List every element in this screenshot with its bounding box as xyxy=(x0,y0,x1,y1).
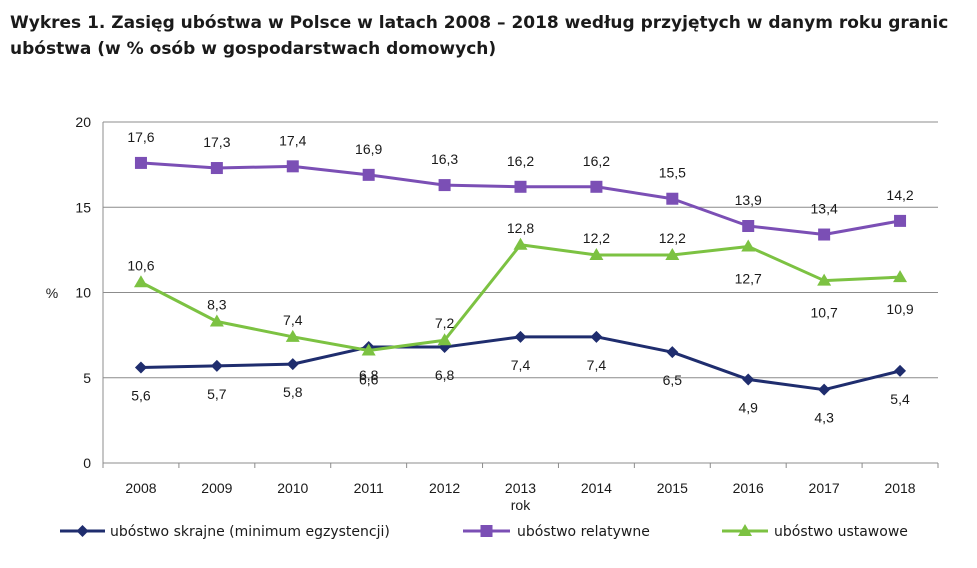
data-label: 7,4 xyxy=(283,312,303,328)
data-point xyxy=(894,214,907,227)
data-point xyxy=(210,359,223,372)
data-point xyxy=(741,239,756,252)
data-label: 17,3 xyxy=(203,134,230,150)
data-point xyxy=(893,270,908,283)
legend-label: ubóstwo ustawowe xyxy=(774,524,908,540)
data-label: 12,7 xyxy=(735,270,762,286)
data-label: 17,6 xyxy=(127,129,154,145)
y-tick-label: 15 xyxy=(75,199,91,215)
x-tick-label: 2014 xyxy=(581,480,612,496)
data-point xyxy=(817,273,832,286)
legend-marker xyxy=(738,524,752,536)
data-label: 13,4 xyxy=(811,201,838,217)
data-point xyxy=(210,162,223,175)
x-axis-title: rok xyxy=(511,497,531,513)
data-point xyxy=(589,247,604,260)
data-label: 16,9 xyxy=(355,141,382,157)
legend-label: ubóstwo relatywne xyxy=(517,524,650,540)
data-point xyxy=(894,364,907,377)
data-point xyxy=(134,361,147,374)
y-tick-label: 0 xyxy=(83,455,91,471)
x-tick-label: 2011 xyxy=(354,480,384,496)
data-point xyxy=(286,358,299,371)
legend-marker xyxy=(76,525,89,537)
x-tick-label: 2008 xyxy=(125,480,156,496)
data-label: 15,5 xyxy=(659,165,686,181)
data-label: 10,6 xyxy=(127,257,154,273)
legend-marker xyxy=(480,525,493,537)
data-label: 16,2 xyxy=(583,153,610,169)
legend-label: ubóstwo skrajne (minimum egzystencji) xyxy=(110,524,390,540)
x-tick-label: 2012 xyxy=(429,480,460,496)
chart-title: Wykres 1. Zasięg ubóstwa w Polsce w lata… xyxy=(10,10,970,62)
data-label: 10,9 xyxy=(886,301,913,317)
data-point xyxy=(590,330,603,343)
data-point xyxy=(514,180,527,193)
data-point xyxy=(514,330,527,343)
x-tick-label: 2009 xyxy=(201,480,232,496)
data-label: 16,3 xyxy=(431,151,458,167)
data-label: 14,2 xyxy=(886,187,913,203)
chart-title-line-1: Wykres 1. Zasięg ubóstwa w Polsce w lata… xyxy=(10,13,949,33)
data-label: 5,4 xyxy=(890,391,910,407)
data-point xyxy=(590,180,603,193)
data-point xyxy=(742,220,755,233)
data-point xyxy=(666,192,679,205)
data-label: 6,8 xyxy=(359,367,379,383)
data-point xyxy=(361,343,376,356)
y-tick-label: 10 xyxy=(75,285,91,301)
data-point xyxy=(742,373,755,386)
data-point xyxy=(133,275,148,288)
x-tick-label: 2013 xyxy=(505,480,536,496)
data-point xyxy=(818,228,831,241)
data-point xyxy=(285,329,300,342)
data-label: 4,9 xyxy=(738,399,758,415)
data-label: 6,6 xyxy=(359,371,379,387)
data-label: 6,5 xyxy=(663,372,683,388)
x-tick-label: 2016 xyxy=(733,480,764,496)
data-point xyxy=(209,314,224,327)
data-point xyxy=(134,156,147,169)
chart-title-line-2: ubóstwa (w % osób w gospodarstwach domow… xyxy=(10,39,497,59)
data-label: 5,8 xyxy=(283,384,303,400)
data-point xyxy=(665,247,680,260)
data-label: 10,7 xyxy=(811,305,838,321)
y-tick-label: 20 xyxy=(75,114,91,130)
data-label: 4,3 xyxy=(814,410,834,426)
data-label: 5,6 xyxy=(131,388,151,404)
data-label: 12,8 xyxy=(507,220,534,236)
x-tick-label: 2018 xyxy=(884,480,915,496)
data-label: 6,8 xyxy=(435,367,455,383)
data-label: 5,7 xyxy=(207,386,227,402)
data-label: 12,2 xyxy=(659,230,686,246)
data-label: 12,2 xyxy=(583,230,610,246)
x-tick-label: 2010 xyxy=(277,480,308,496)
data-point xyxy=(286,160,299,173)
data-label: 7,4 xyxy=(587,357,607,373)
data-label: 7,4 xyxy=(511,357,531,373)
data-label: 16,2 xyxy=(507,153,534,169)
y-axis-title: % xyxy=(46,285,58,301)
y-tick-label: 5 xyxy=(83,370,91,386)
x-tick-label: 2017 xyxy=(809,480,840,496)
data-point xyxy=(437,333,452,346)
data-label: 8,3 xyxy=(207,296,227,312)
x-tick-label: 2015 xyxy=(657,480,688,496)
data-point xyxy=(513,237,528,250)
data-label: 13,9 xyxy=(735,192,762,208)
data-point xyxy=(362,168,375,181)
data-point xyxy=(666,346,679,359)
data-label: 17,4 xyxy=(279,132,306,148)
data-point xyxy=(438,179,451,192)
data-label: 7,2 xyxy=(435,315,455,331)
data-point xyxy=(818,383,831,396)
